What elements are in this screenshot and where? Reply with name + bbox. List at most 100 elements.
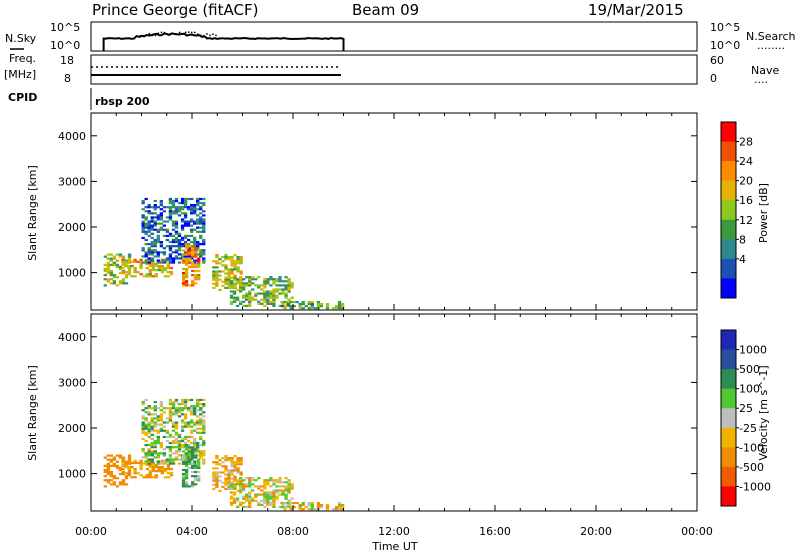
colorbar-swatch — [721, 427, 736, 448]
power-cell — [183, 220, 188, 223]
velocity-cell — [236, 471, 240, 474]
power-cell — [248, 282, 252, 285]
power-cell — [233, 266, 237, 269]
velocity-cell — [238, 491, 243, 494]
velocity-cell — [263, 495, 267, 498]
velocity-cell — [148, 472, 152, 475]
velocity-cell — [212, 473, 216, 476]
velocity-cell — [197, 477, 201, 480]
velocity-cell — [133, 461, 137, 465]
velocity-cell — [154, 465, 158, 469]
power-cell — [153, 216, 157, 219]
velocity-cell — [150, 425, 154, 428]
velocity-cell — [154, 474, 158, 477]
velocity-cell — [224, 465, 228, 468]
power-cell — [154, 275, 158, 278]
velocity-cell — [239, 471, 243, 474]
x-tick-label: 08:00 — [277, 525, 309, 538]
velocity-cell — [257, 501, 261, 504]
velocity-cell — [184, 462, 189, 465]
velocity-cell — [241, 487, 246, 490]
colorbar-swatch — [721, 141, 736, 162]
velocity-cell — [171, 413, 176, 416]
velocity-cell — [235, 483, 240, 486]
power-cell — [196, 230, 200, 233]
velocity-cell — [103, 464, 107, 467]
power-cell — [193, 204, 197, 207]
power-cell — [121, 271, 125, 274]
velocity-cell — [141, 421, 145, 424]
velocity-cell — [121, 459, 125, 462]
velocity-cell — [168, 417, 173, 420]
velocity-cell — [337, 503, 342, 507]
power-cell — [212, 278, 216, 281]
power-cell — [180, 206, 185, 209]
velocity-cell — [202, 398, 206, 402]
power-cell — [159, 243, 164, 246]
velocity-cell — [248, 483, 252, 486]
power-cell — [153, 255, 157, 258]
power-cell — [245, 284, 249, 287]
velocity-cell — [269, 493, 273, 496]
power-cell — [150, 236, 154, 240]
power-cell — [162, 224, 167, 227]
velocity-cell — [148, 470, 152, 473]
velocity-cell — [147, 448, 151, 451]
power-cell — [180, 243, 185, 246]
power-cell — [103, 284, 107, 287]
noise-search-dot — [160, 31, 163, 34]
velocity-cell — [236, 459, 240, 462]
velocity-cell — [334, 508, 339, 511]
velocity-cell — [251, 483, 255, 486]
velocity-cell — [190, 475, 195, 478]
power-cell — [193, 222, 197, 225]
power-cell — [232, 282, 237, 285]
power-cell — [147, 261, 151, 264]
velocity-cell — [174, 407, 179, 410]
power-cell — [281, 284, 285, 287]
power-cell — [196, 199, 200, 203]
power-cell — [275, 294, 279, 297]
power-cell — [215, 270, 219, 273]
power-cell — [224, 282, 228, 285]
power-cell — [194, 263, 198, 266]
velocity-cell — [174, 431, 179, 434]
velocity-cell — [103, 475, 107, 478]
power-cell — [184, 259, 189, 262]
power-cell — [187, 253, 192, 256]
power-cell — [139, 262, 143, 266]
velocity-cell — [151, 467, 155, 471]
power-cell — [186, 234, 191, 238]
velocity-cell — [263, 493, 267, 496]
velocity-cell — [233, 485, 237, 488]
power-cell — [106, 265, 110, 269]
velocity-cell — [248, 495, 252, 498]
velocity-cell — [177, 448, 182, 451]
power-cell — [275, 278, 279, 281]
velocity-cell — [316, 503, 321, 507]
velocity-cell — [180, 456, 185, 459]
power-cell — [160, 264, 165, 268]
power-cell — [127, 259, 132, 262]
velocity-cell — [103, 479, 107, 482]
velocity-cell — [147, 413, 151, 416]
noise-search-dot — [175, 33, 178, 36]
power-cell — [153, 220, 157, 223]
power-cell — [171, 199, 176, 203]
power-cell — [215, 276, 219, 279]
velocity-cell — [248, 505, 252, 509]
velocity-cell — [199, 435, 203, 439]
power-cell — [174, 238, 179, 242]
velocity-cell — [169, 467, 174, 471]
velocity-cell — [233, 463, 237, 466]
velocity-cell — [141, 409, 145, 412]
power-cell — [186, 247, 191, 250]
velocity-cell — [301, 503, 305, 507]
power-cell — [168, 210, 173, 213]
velocity-cell — [196, 444, 200, 447]
power-cell — [275, 290, 279, 293]
velocity-cell — [159, 462, 164, 465]
power-cell — [157, 264, 161, 268]
